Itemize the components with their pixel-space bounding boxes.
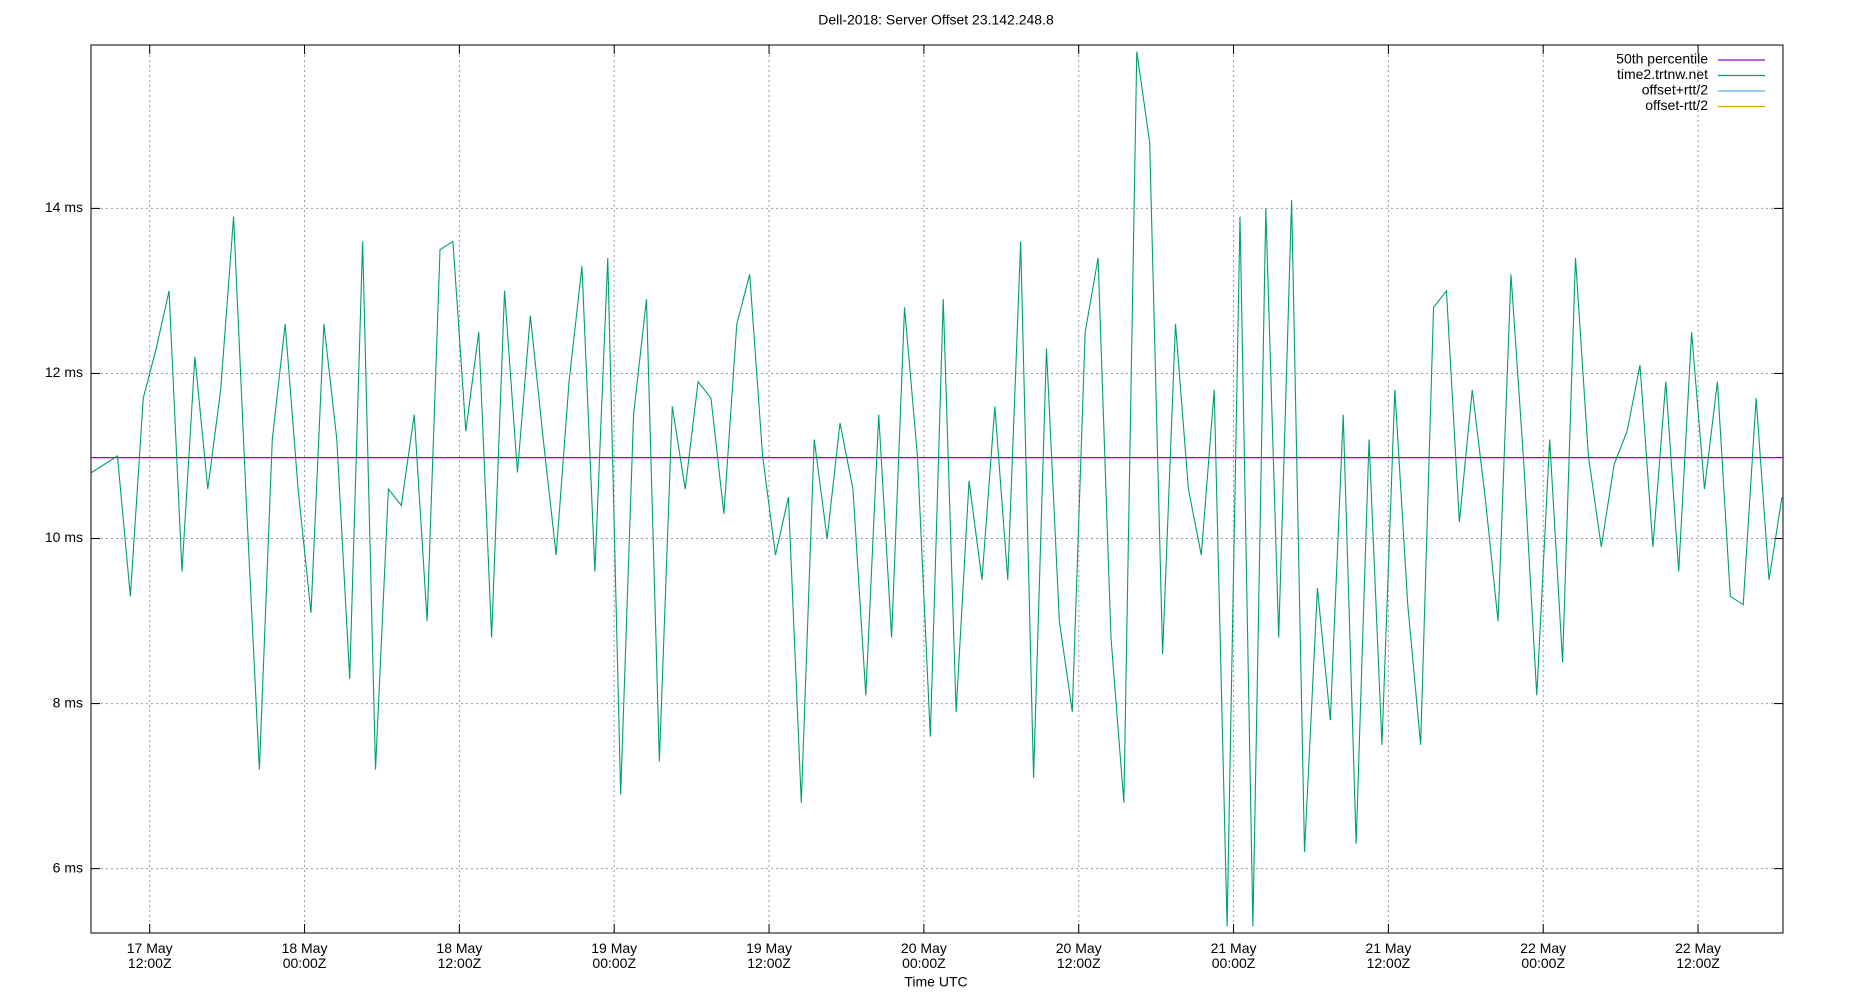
x-tick-label: 21 May 12:00Z (1365, 940, 1412, 971)
x-tick-label: 22 May 00:00Z (1520, 940, 1567, 971)
plot-frame (90, 44, 1784, 934)
x-tick-label: 19 May 12:00Z (746, 940, 792, 971)
x-tick-label: 17 May 12:00Z (126, 940, 173, 971)
chart-title: Dell-2018: Server Offset 23.142.248.8 (818, 12, 1054, 28)
x-tick-label: 22 May 12:00Z (1675, 940, 1721, 971)
x-tick-label: 18 May 12:00Z (436, 940, 483, 971)
legend-label: offset+rtt/2 (1642, 82, 1708, 98)
legend-label: time2.trtnw.net (1617, 66, 1708, 82)
x-tick-label: 19 May 00:00Z (591, 940, 638, 971)
legend-label: offset-rtt/2 (1645, 97, 1708, 113)
x-tick-label: 18 May 00:00Z (281, 940, 328, 971)
y-tick-label: 14 ms (45, 199, 83, 215)
y-tick-label: 10 ms (45, 529, 83, 545)
y-tick-label: 6 ms (53, 859, 83, 875)
legend-label: 50th percentile (1616, 51, 1708, 67)
x-axis-label: Time UTC (904, 974, 967, 990)
x-tick-label: 20 May 12:00Z (1055, 940, 1102, 971)
y-tick-label: 8 ms (53, 694, 83, 710)
data-line (91, 51, 1783, 927)
x-tick-label: 21 May 00:00Z (1210, 940, 1257, 971)
x-tick-label: 20 May 00:00Z (900, 940, 947, 971)
y-tick-label: 12 ms (45, 364, 83, 380)
